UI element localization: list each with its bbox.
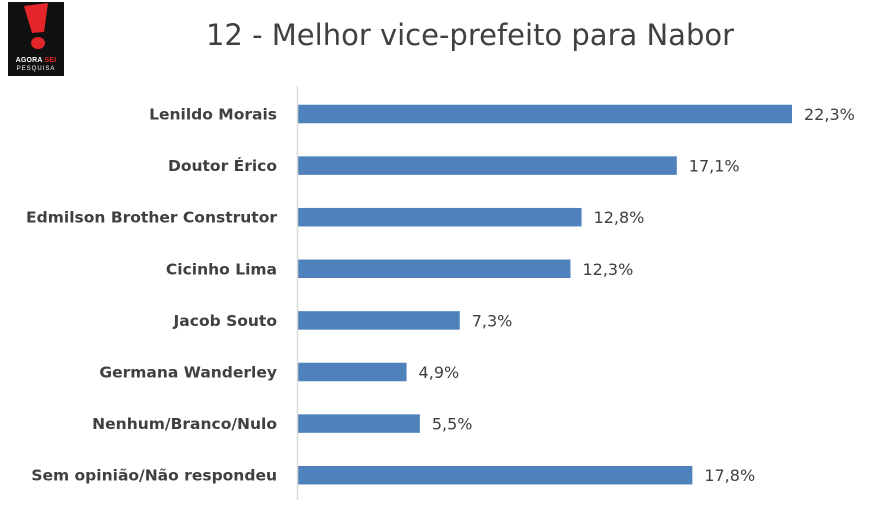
category-label: Germana Wanderley — [99, 364, 277, 382]
category-label: Jacob Souto — [173, 312, 277, 330]
bar — [298, 465, 693, 485]
chart-title: 12 - Melhor vice-prefeito para Nabor — [205, 18, 735, 52]
bar — [298, 414, 420, 433]
category-label: Doutor Érico — [168, 156, 277, 175]
bar — [298, 311, 460, 330]
agorasei-logo: AGORA SEI PESQUISA — [8, 2, 64, 76]
category-label: Sem opinião/Não respondeu — [31, 467, 277, 485]
data-label: 22,3% — [804, 105, 855, 124]
logo-brand-text: AGORA SEI — [15, 57, 57, 64]
data-label: 4,9% — [419, 363, 460, 382]
category-label: Edmilson Brother Construtor — [26, 209, 277, 227]
data-label: 12,3% — [582, 260, 633, 279]
bar — [298, 362, 407, 382]
data-label: 7,3% — [472, 311, 513, 330]
bar — [298, 156, 677, 175]
logo-subtitle: PESQUISA — [16, 66, 56, 72]
data-label: 5,5% — [432, 415, 473, 434]
data-label: 12,8% — [594, 208, 645, 227]
category-label: Lenildo Morais — [149, 106, 277, 124]
category-label: Nenhum/Branco/Nulo — [92, 415, 277, 433]
bar — [298, 207, 582, 227]
category-label: Cicinho Lima — [166, 260, 277, 278]
data-label: 17,8% — [704, 466, 755, 485]
bar — [298, 259, 571, 279]
exclamation-logo-icon — [24, 3, 48, 49]
data-label: 17,1% — [689, 157, 740, 176]
bar — [298, 104, 792, 124]
